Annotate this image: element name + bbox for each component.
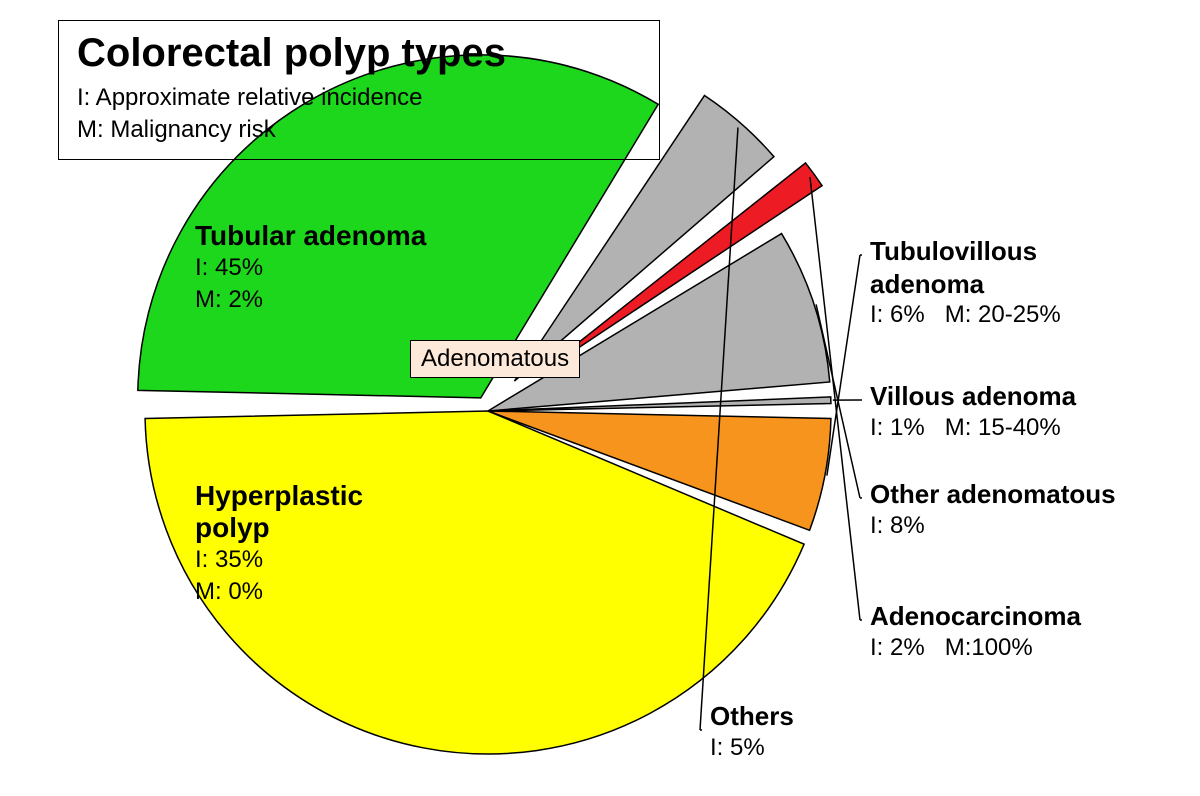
label-other_adenomatous: Other adenomatousI: 8%	[870, 478, 1116, 541]
label-villous: Villous adenomaI: 1% M: 15-40%	[870, 380, 1076, 443]
label-hyperplastic: HyperplasticpolypI: 35%M: 0%	[195, 480, 363, 609]
legend-line-1: I: Approximate relative incidence	[77, 82, 641, 114]
label-others: OthersI: 5%	[710, 700, 794, 763]
chart-title: Colorectal polyp types	[77, 31, 641, 76]
adenomatous-label-box: Adenomatous	[410, 340, 580, 378]
title-box: Colorectal polyp types I: Approximate re…	[58, 20, 660, 160]
label-adenocarcinoma: AdenocarcinomaI: 2% M:100%	[870, 600, 1081, 663]
label-tubular: Tubular adenomaI: 45%M: 2%	[195, 220, 426, 317]
legend-line-2: M: Malignancy risk	[77, 114, 641, 146]
label-tubulovillous: TubulovillousadenomaI: 6% M: 20-25%	[870, 235, 1061, 330]
